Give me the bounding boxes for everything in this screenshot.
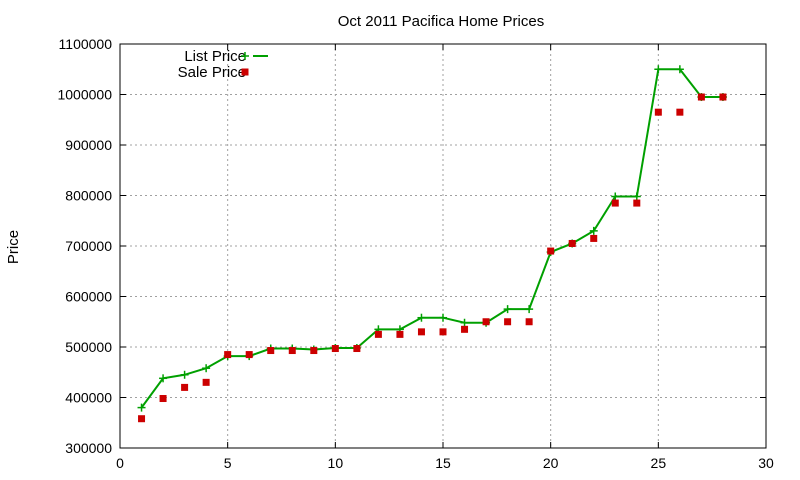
data-point (439, 313, 447, 322)
data-point (439, 328, 447, 336)
data-point (697, 93, 705, 101)
x-tick-label: 25 (651, 455, 667, 471)
data-point (719, 93, 727, 101)
data-point (417, 328, 425, 336)
data-point (181, 383, 189, 391)
y-tick-label: 500000 (65, 339, 112, 355)
data-point (654, 65, 663, 74)
data-point (180, 370, 189, 379)
y-tick-label: 1100000 (59, 36, 113, 52)
data-point (267, 347, 275, 355)
legend-label: List Price (184, 48, 246, 65)
x-tick-label: 20 (543, 455, 559, 471)
legend-label: Sale Price (178, 64, 246, 81)
data-point (159, 395, 167, 403)
series (137, 65, 727, 423)
y-tick-label: 300000 (65, 440, 112, 456)
data-point (568, 239, 576, 247)
data-point (310, 347, 318, 355)
data-point (654, 108, 662, 116)
data-point (396, 330, 404, 338)
data-point (374, 330, 382, 338)
data-point (503, 305, 512, 314)
series-list-price (137, 65, 727, 412)
data-point (525, 318, 533, 326)
y-tick-label: 400000 (65, 390, 112, 406)
data-point (202, 364, 211, 373)
data-point (331, 345, 339, 353)
data-point (589, 226, 598, 235)
grid (120, 44, 766, 448)
x-tick-label: 30 (758, 455, 774, 471)
data-point (611, 192, 620, 201)
data-point (504, 318, 512, 326)
legend-marker (241, 68, 249, 76)
x-tick-label: 0 (116, 455, 124, 471)
data-point (202, 378, 210, 386)
data-point (676, 108, 684, 116)
x-tick-label: 15 (435, 455, 451, 471)
data-point (632, 192, 641, 201)
x-tick-label: 5 (224, 455, 232, 471)
data-point (675, 65, 684, 74)
y-tick-label: 700000 (65, 238, 112, 254)
y-tick-label: 900000 (65, 137, 112, 153)
y-tick-label: 1000000 (57, 87, 112, 103)
data-point (288, 347, 296, 355)
data-point (353, 345, 361, 353)
series-line (140, 68, 723, 409)
data-point (138, 415, 146, 423)
legend-entry: Sale Price (178, 64, 249, 81)
legend-entry: List Price (184, 48, 268, 65)
data-point (482, 318, 490, 326)
data-point (633, 199, 641, 207)
data-point (525, 305, 534, 314)
y-axis-label: Price (5, 230, 22, 264)
x-tick-label: 10 (328, 455, 344, 471)
data-point (590, 234, 598, 242)
data-point (137, 403, 146, 412)
data-point (417, 313, 426, 322)
legend-marker (241, 52, 249, 60)
data-point (547, 247, 555, 255)
data-point (461, 325, 469, 333)
chart-title: Oct 2011 Pacifica Home Prices (338, 13, 544, 30)
data-point (224, 351, 232, 359)
data-point (245, 351, 253, 359)
axis-ticks: 0 5 10 15 20 25 30 300000 400000 500000 600000 7000… (57, 36, 774, 471)
data-point (611, 199, 619, 207)
series-sale-price (138, 93, 727, 423)
data-point (159, 374, 168, 383)
y-tick-label: 800000 (65, 188, 112, 204)
data-point (460, 318, 469, 327)
y-tick-label: 600000 (65, 289, 112, 305)
